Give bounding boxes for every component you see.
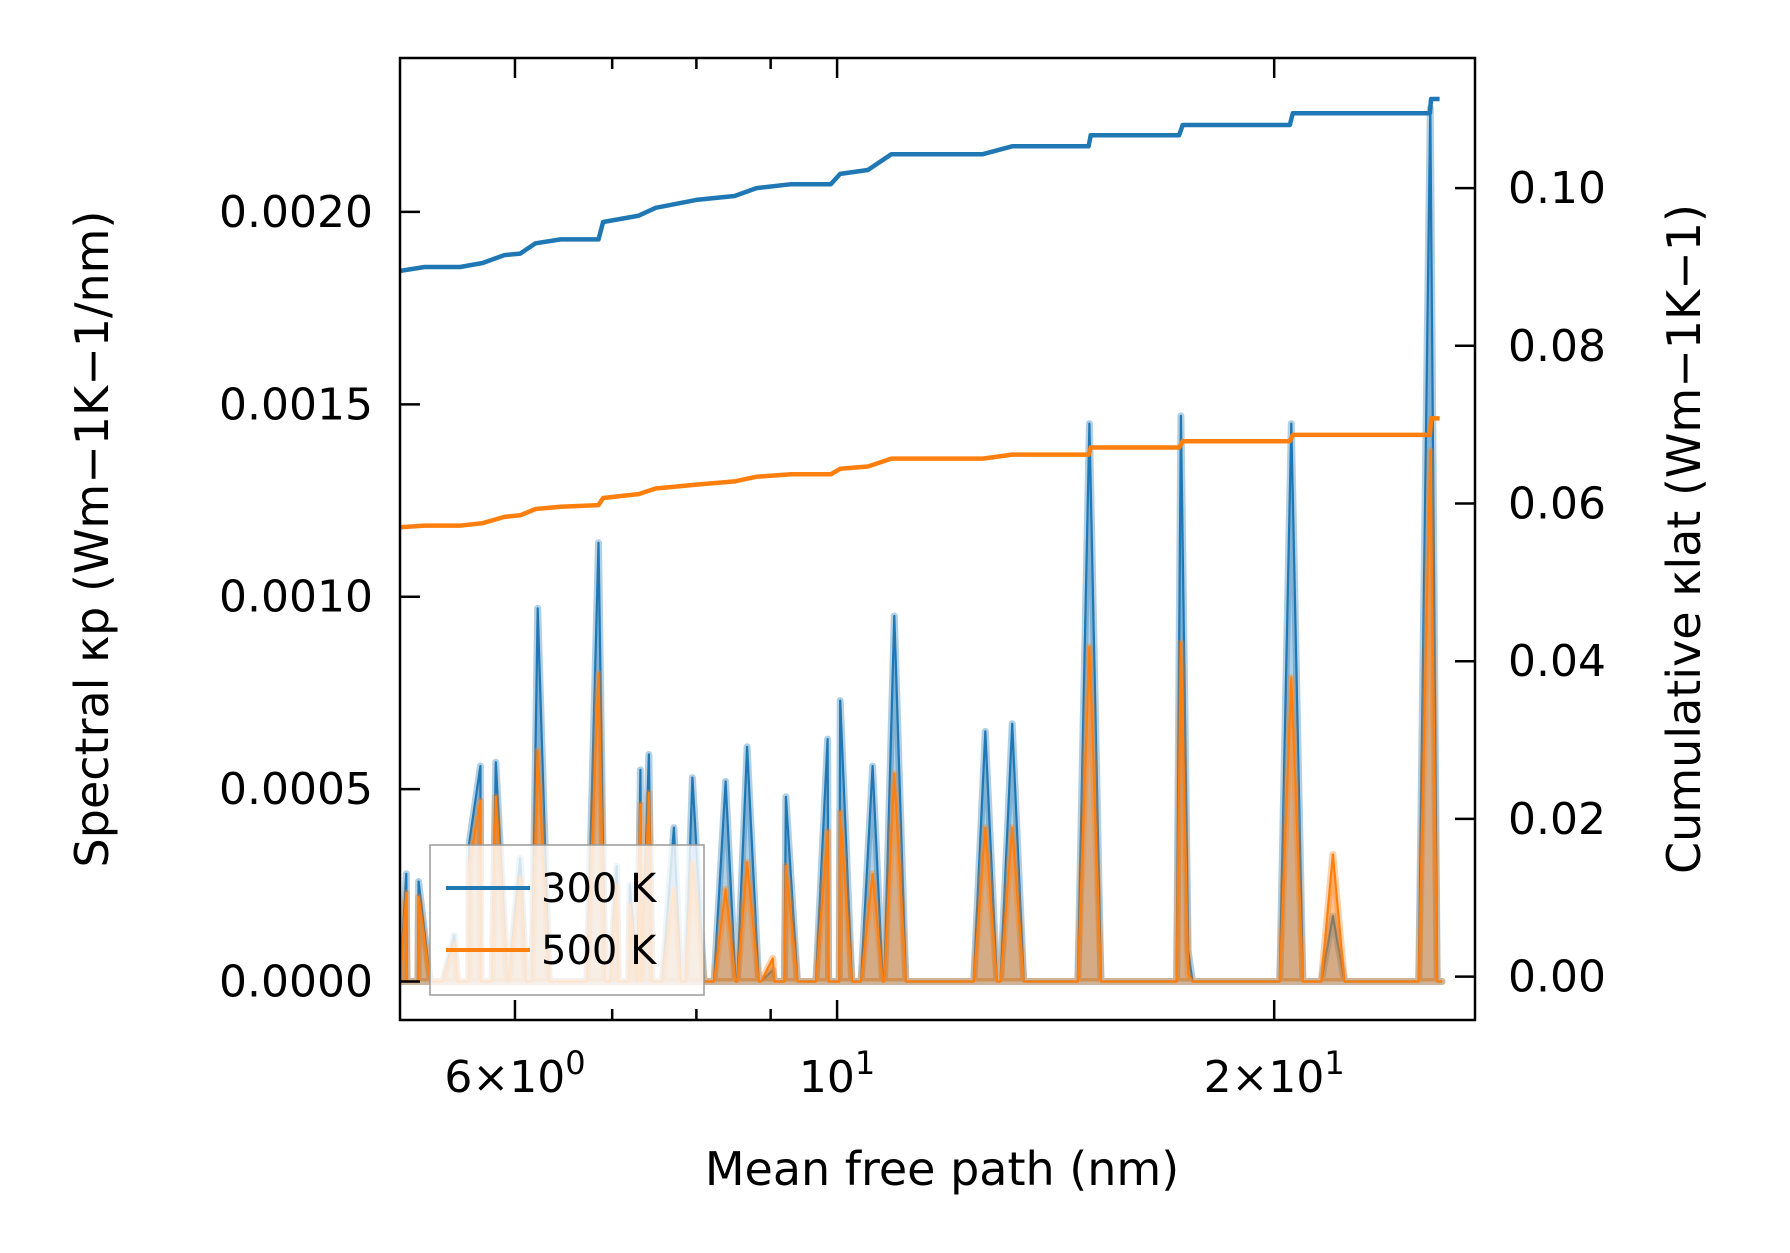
right-y-axis-label: Cumulative κlat (Wm−1K−1) <box>1657 204 1711 874</box>
right-y-tick-label: 0.02 <box>1508 794 1606 845</box>
x-tick-label: 2×101 <box>1204 1044 1345 1103</box>
legend-label-300k: 300 K <box>541 866 658 912</box>
left-y-tick-label: 0.0015 <box>219 379 373 430</box>
axes-frame <box>398 56 1477 1022</box>
x-tick-label: 6×100 <box>444 1044 585 1103</box>
x-axis-label: Mean free path (nm) <box>705 1142 1179 1196</box>
cumulative-line-500k <box>400 416 1440 530</box>
right-y-tick-label: 0.04 <box>1508 636 1606 687</box>
left-y-tick-label: 0.0000 <box>219 957 373 1008</box>
left-y-tick-label: 0.0020 <box>219 187 373 238</box>
left-y-tick-label: 0.0010 <box>219 572 373 623</box>
left-y-tick-label: 0.0005 <box>219 764 373 815</box>
right-y-tick-label: 0.08 <box>1508 321 1606 372</box>
legend: 300 K 500 K <box>429 844 705 996</box>
left-y-axis-label: Spectral κp (Wm−1K−1/nm) <box>65 211 119 868</box>
legend-label-500k: 500 K <box>541 928 658 974</box>
right-y-tick-label: 0.06 <box>1508 479 1606 530</box>
cumulative-line-300k <box>400 96 1440 274</box>
right-y-tick-label: 0.10 <box>1508 163 1606 214</box>
right-y-tick-label: 0.00 <box>1508 952 1606 1003</box>
legend-frame <box>429 844 705 996</box>
axes: 0.0000 0.0005 0.0010 0.0015 0.0020 0.00 0.02 0.… <box>219 56 1606 1103</box>
x-tick-label: 101 <box>799 1044 875 1103</box>
